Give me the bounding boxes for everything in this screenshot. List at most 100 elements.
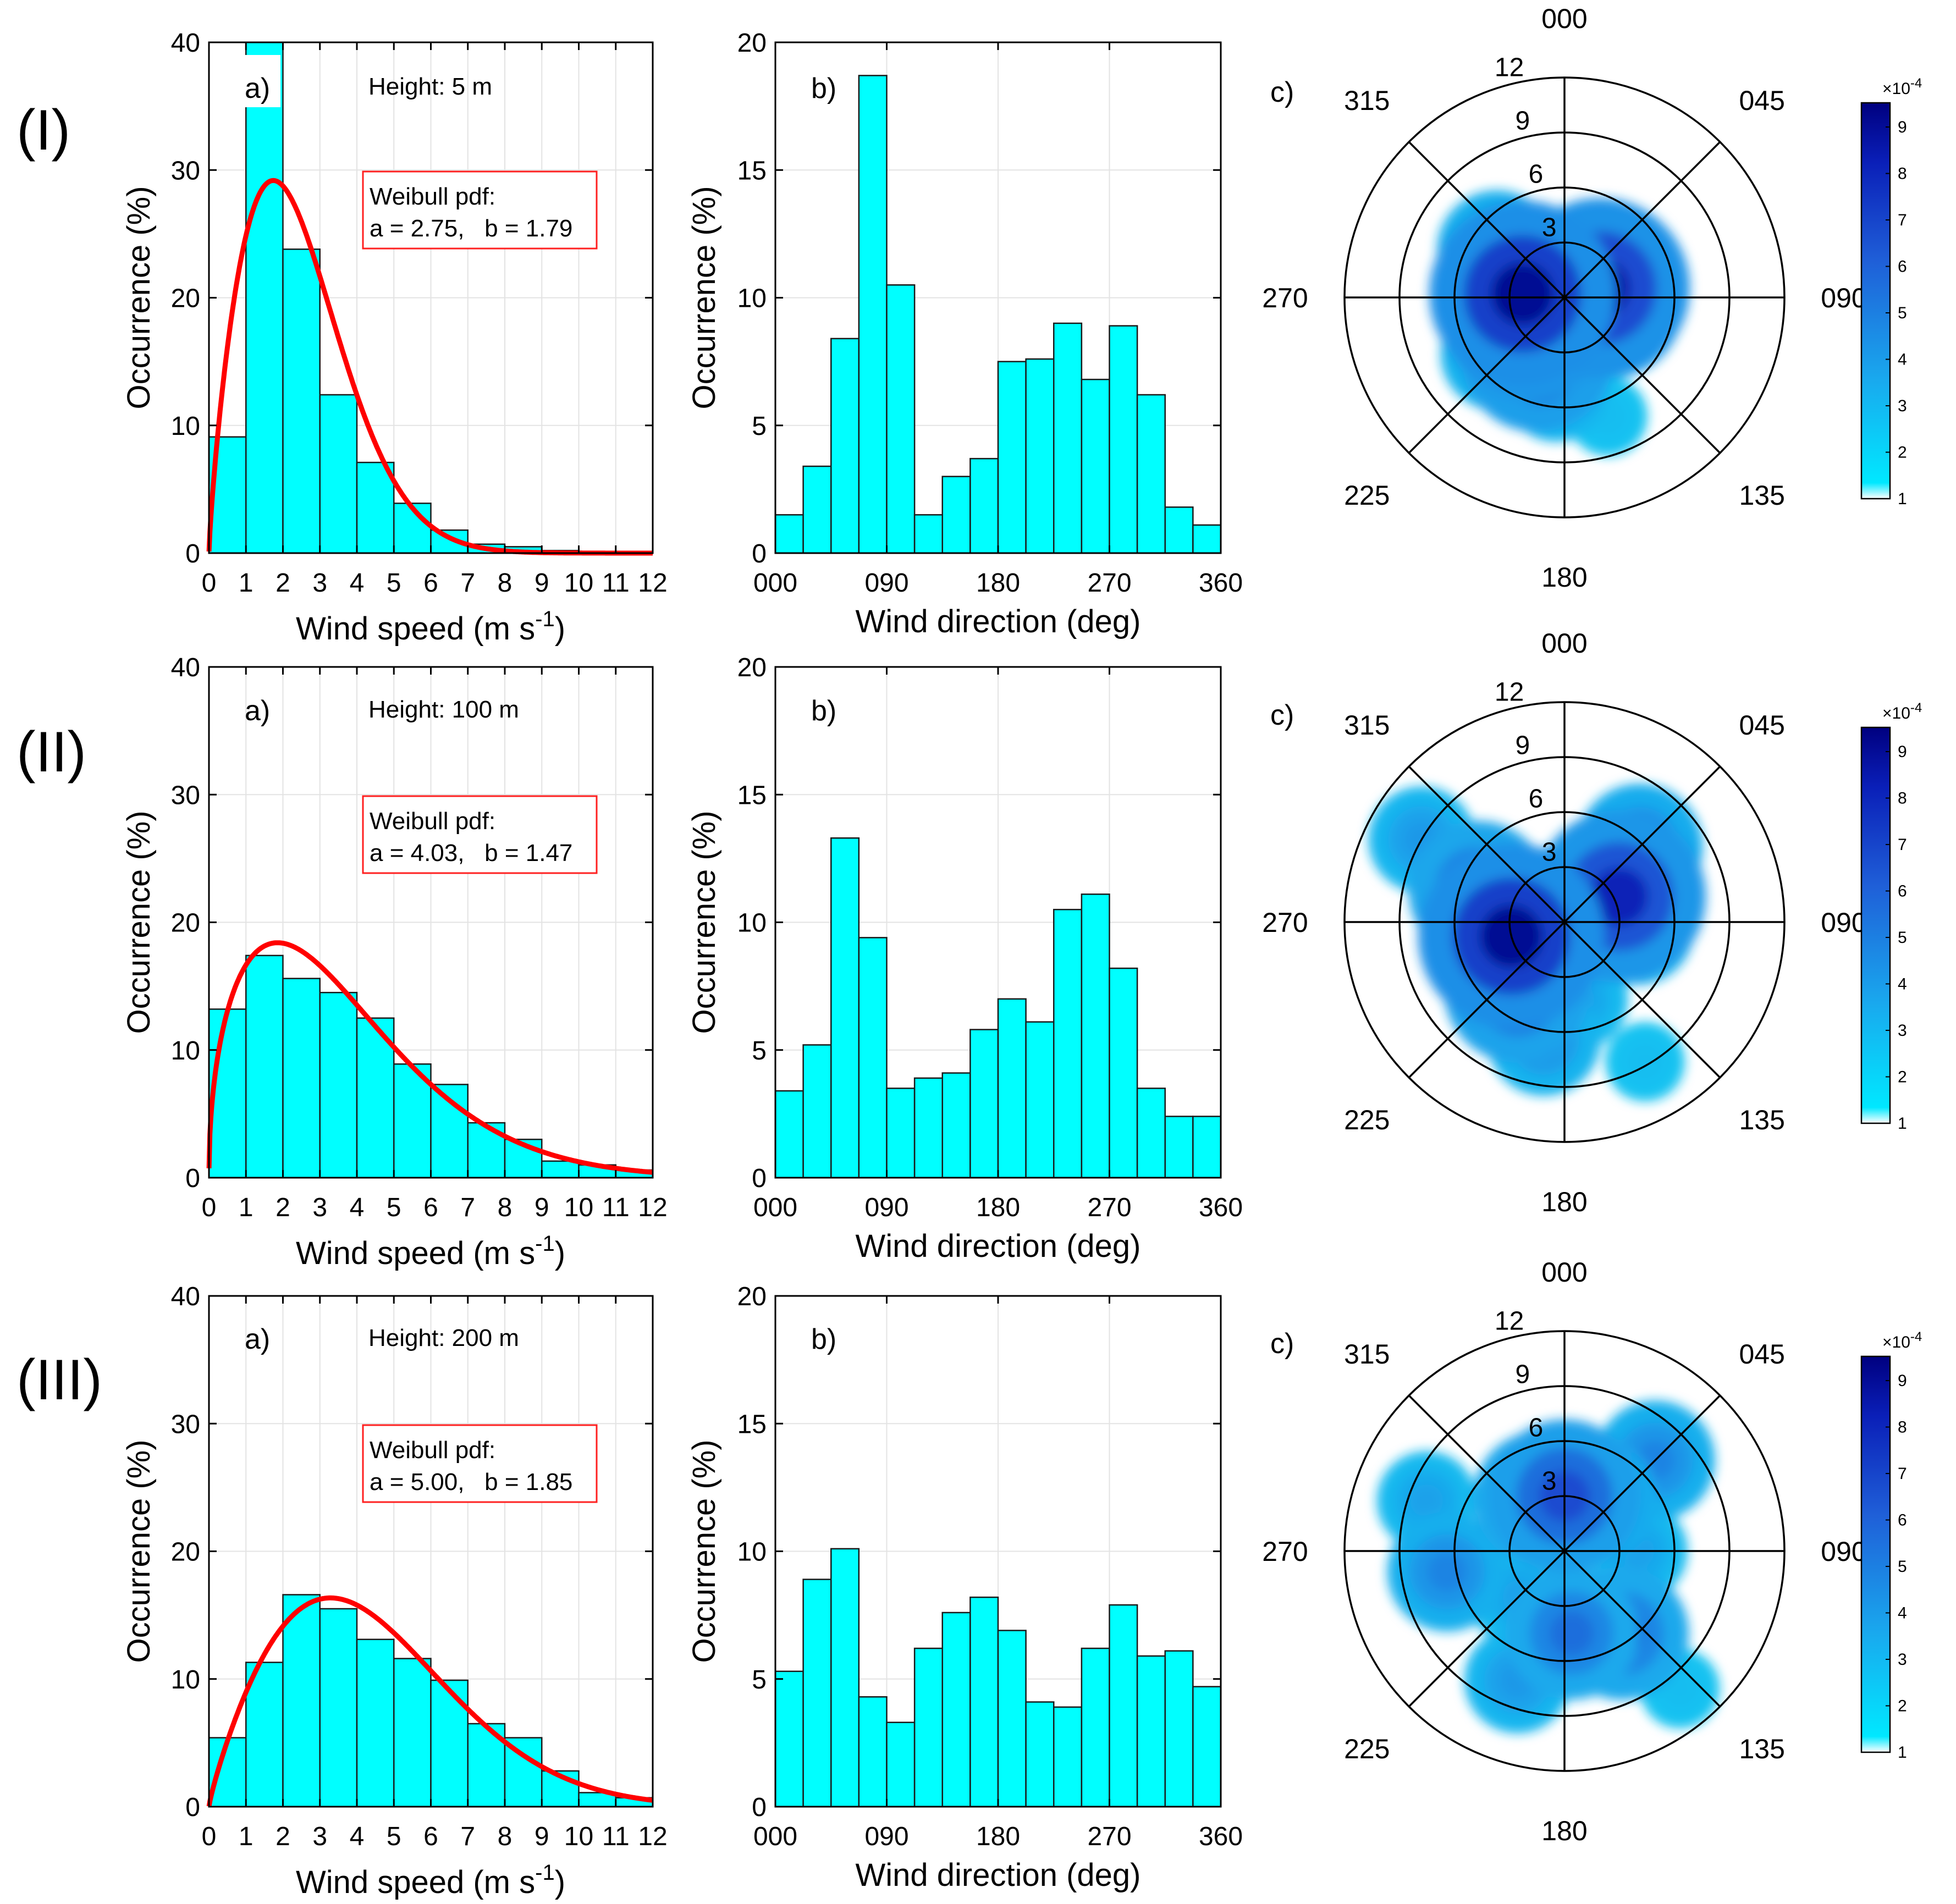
colorbar-tick-label: 6 — [1898, 882, 1907, 901]
histogram-bar — [997, 1630, 1027, 1808]
direction-label: 000 — [1541, 3, 1587, 34]
weibull-title: Weibull pdf: — [370, 183, 495, 210]
weibull-params: a = 4.03, b = 1.47 — [370, 840, 572, 867]
histogram-bars — [774, 1548, 1222, 1808]
row-II-direction-panel: 000 090 180 270 360 0 5 10 15 20 b) Occurrence (%… — [686, 653, 1243, 1264]
range-label: 9 — [1515, 731, 1530, 760]
colorbar-tick-label: 4 — [1898, 975, 1907, 994]
histogram-bar — [997, 361, 1027, 554]
x-tick-label: 0 — [202, 1822, 217, 1851]
row-label-III: (III) — [16, 1348, 102, 1412]
histogram-bar — [774, 514, 804, 554]
weibull-title: Weibull pdf: — [370, 1437, 495, 1464]
histogram-bar — [830, 1548, 860, 1808]
x-tick-label: 5 — [387, 1193, 401, 1222]
x-tick-label: 2 — [276, 1193, 290, 1222]
colorbar-tick-label: 9 — [1898, 118, 1907, 136]
direction-label: 090 — [1821, 907, 1866, 938]
direction-label: 315 — [1344, 1339, 1390, 1370]
x-tick-label: 270 — [1087, 569, 1131, 598]
histogram-bar — [913, 1647, 943, 1808]
histogram-bar — [430, 1084, 469, 1179]
x-tick-label: 6 — [423, 1822, 438, 1851]
row-III-direction-panel: 000 090 180 270 360 0 5 10 15 20 b) Occurrence (%… — [686, 1282, 1243, 1893]
y-tick-label: 40 — [171, 653, 200, 682]
x-tick-label: 090 — [864, 569, 908, 598]
histogram-bar — [1081, 378, 1110, 554]
x-tick-label: 0 — [202, 569, 217, 598]
x-tick-label: 0 — [202, 1193, 217, 1222]
histogram-bar — [356, 1638, 395, 1808]
x-tick-label: 4 — [350, 569, 365, 598]
polar-plot: 3 6 9 12 000 045 090 135 180 225 270 315 — [1262, 628, 1866, 1217]
histogram-bar — [1081, 893, 1110, 1179]
x-tick-label: 12 — [638, 569, 667, 598]
row-label-II: (II) — [16, 720, 86, 784]
histogram-bar — [1025, 1021, 1055, 1179]
x-tick-label: 11 — [602, 1193, 630, 1222]
colorbar: 1 2 3 4 5 6 7 8 9 ×10-4 — [1860, 700, 1922, 1133]
y-tick-label: 40 — [171, 29, 200, 58]
histogram-bars — [774, 837, 1222, 1179]
x-tick-label: 10 — [564, 1193, 593, 1222]
colorbar-tick-label: 2 — [1898, 444, 1907, 462]
x-tick-label: 3 — [312, 569, 327, 598]
y-tick-label: 5 — [752, 1036, 767, 1066]
y-tick-label: 30 — [171, 156, 200, 185]
y-tick-label: 10 — [171, 412, 200, 441]
x-tick-label: 12 — [638, 1822, 667, 1851]
colorbar-tick-label: 6 — [1898, 1511, 1907, 1530]
axis-ticks: 000 090 180 270 360 0 5 10 15 20 — [737, 29, 1243, 598]
x-tick-label: 4 — [350, 1193, 365, 1222]
histogram-bars — [208, 41, 654, 554]
x-tick-label: 180 — [976, 1822, 1020, 1851]
panel-label: c) — [1270, 699, 1294, 731]
colorbar-tick-label: 3 — [1898, 397, 1907, 415]
range-label: 6 — [1529, 784, 1544, 813]
x-tick-label: 360 — [1199, 569, 1243, 598]
direction-label: 135 — [1739, 1734, 1784, 1764]
histogram-bar — [541, 1160, 580, 1179]
direction-label: 000 — [1541, 1257, 1587, 1288]
colorbar-tick-label: 1 — [1898, 490, 1907, 508]
x-tick-label: 3 — [312, 1822, 327, 1851]
range-label: 3 — [1542, 213, 1557, 242]
x-axis-label: Wind direction (deg) — [856, 604, 1141, 639]
direction-label: 225 — [1344, 480, 1390, 511]
x-tick-label: 270 — [1087, 1193, 1131, 1222]
colorbar: 1 2 3 4 5 6 7 8 9 ×10-4 — [1860, 1329, 1922, 1762]
x-tick-label: 6 — [423, 569, 438, 598]
colorbar-scale — [1860, 1355, 1891, 1753]
y-axis-label: Occurrence (%) — [121, 810, 157, 1034]
direction-label: 045 — [1739, 710, 1784, 741]
height-label: Height: 100 m — [368, 696, 519, 723]
y-tick-label: 0 — [752, 1793, 767, 1822]
histogram-bar — [802, 1579, 832, 1808]
histogram-bar — [319, 991, 358, 1179]
histogram-bar — [941, 1072, 971, 1179]
colorbar-scale — [1860, 726, 1891, 1124]
range-label: 9 — [1515, 106, 1530, 135]
histogram-bar — [969, 457, 999, 554]
histogram-bar — [1025, 358, 1055, 554]
weibull-curve — [206, 1595, 654, 1807]
histogram-bar — [858, 1696, 888, 1808]
histogram-bar — [886, 1088, 916, 1179]
direction-label: 180 — [1541, 1815, 1587, 1846]
x-tick-label: 090 — [864, 1822, 908, 1851]
density-core — [1632, 1048, 1659, 1075]
x-tick-label: 000 — [753, 569, 797, 598]
histogram-bar — [802, 1044, 832, 1179]
x-tick-label: 360 — [1199, 1193, 1243, 1222]
x-tick-label: 8 — [498, 1822, 513, 1851]
histogram-bar — [1136, 394, 1166, 554]
y-axis-label: Occurrence (%) — [686, 186, 722, 409]
density-core — [1427, 1552, 1467, 1592]
histogram-bar — [245, 41, 284, 554]
density-core — [1491, 262, 1554, 325]
histogram-bar — [802, 465, 832, 554]
polar-plot: 3 6 9 12 000 045 090 135 180 225 270 315 — [1262, 1257, 1866, 1846]
